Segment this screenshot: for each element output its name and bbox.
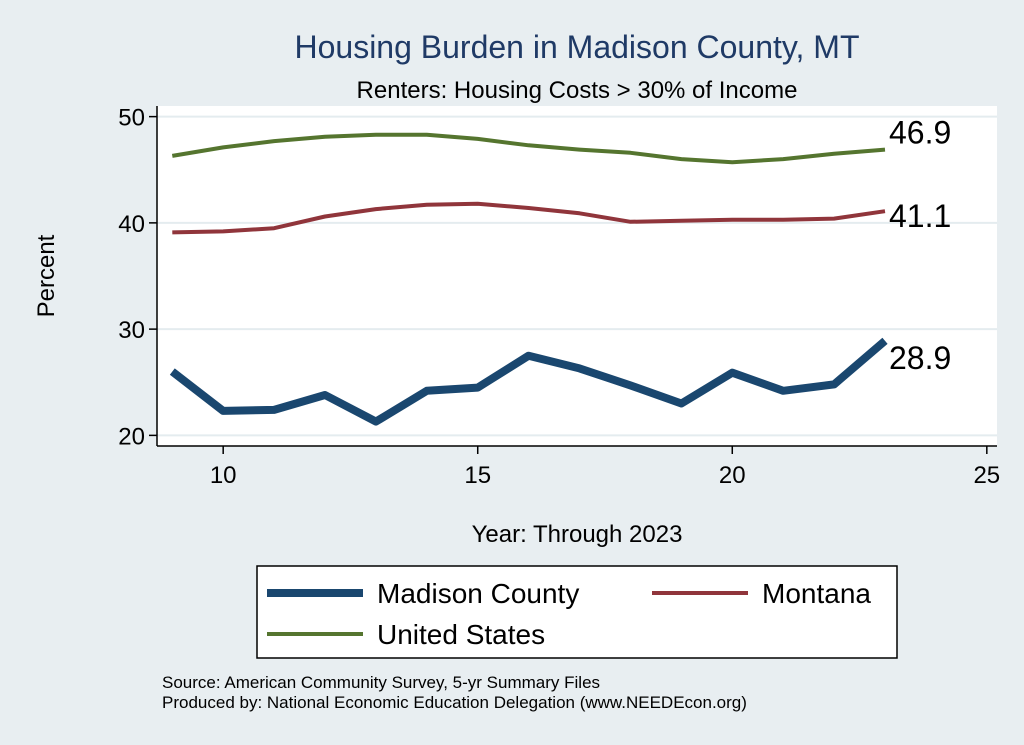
x-axis-label: Year: Through 2023: [472, 521, 683, 548]
producer-note: Produced by: National Economic Education…: [162, 693, 747, 712]
x-tick-label-20: 20: [719, 462, 746, 489]
chart-subtitle: Renters: Housing Costs > 30% of Income: [357, 77, 798, 104]
chart-title: Housing Burden in Madison County, MT: [294, 29, 859, 65]
series-lines: [169, 132, 888, 426]
x-tick-label-10: 10: [210, 462, 237, 489]
legend-label-madison-county: Madison County: [377, 578, 579, 609]
x-axis-ticks: 10 15 20 25: [210, 446, 1000, 489]
source-note: Source: American Community Survey, 5-yr …: [162, 673, 600, 692]
end-label-madison-county: 28.9: [889, 340, 951, 376]
end-label-united-states: 46.9: [889, 115, 951, 151]
legend-label-montana: Montana: [762, 578, 871, 609]
x-tick-label-15: 15: [464, 462, 491, 489]
y-axis-ticks: 20 30 40 50: [118, 105, 157, 450]
legend: Madison County Montana United States: [267, 578, 871, 650]
end-labels: 28.9 41.1 46.9: [889, 115, 951, 376]
end-label-montana: 41.1: [889, 198, 951, 234]
plot-area: [157, 106, 997, 446]
legend-box: [256, 565, 898, 659]
y-axis-label: Percent: [33, 234, 60, 317]
y-tick-label-30: 30: [118, 317, 145, 344]
y-tick-label-20: 20: [118, 423, 145, 450]
y-tick-label-40: 40: [118, 211, 145, 238]
legend-label-united-states: United States: [377, 619, 545, 650]
x-tick-label-25: 25: [973, 462, 1000, 489]
y-tick-label-50: 50: [118, 105, 145, 132]
